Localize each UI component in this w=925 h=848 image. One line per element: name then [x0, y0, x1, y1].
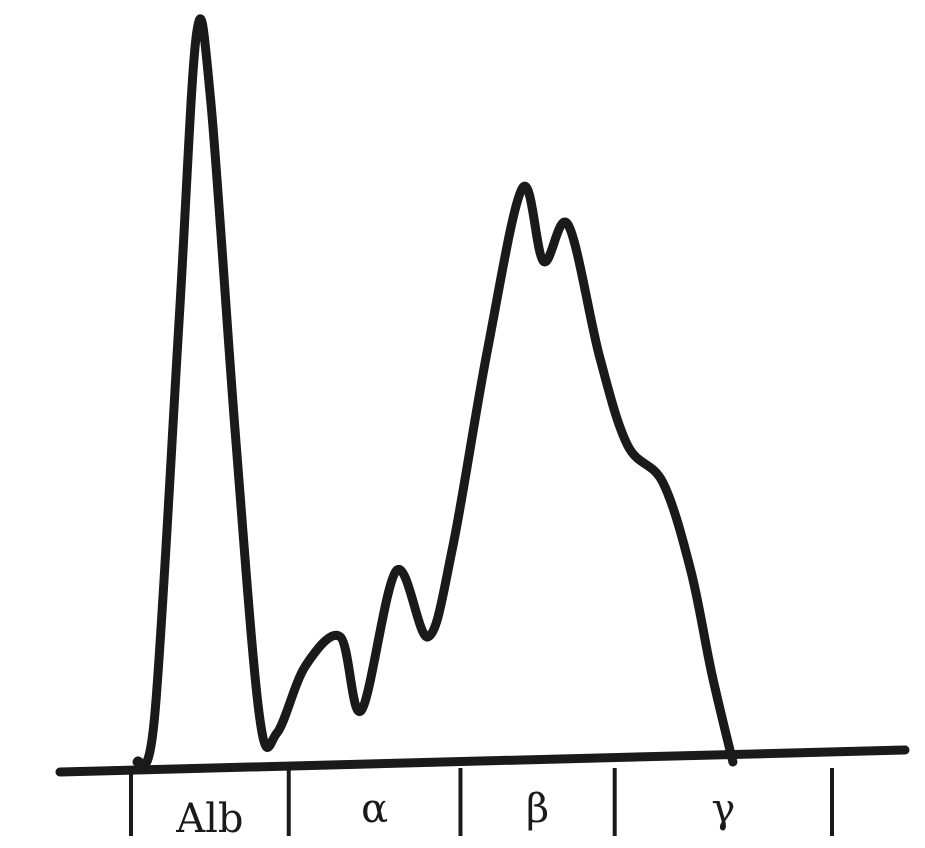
- region-label: γ: [711, 786, 735, 832]
- region-labels: Alb α β γ: [175, 786, 735, 842]
- region-boundary-ticks: [129, 768, 834, 836]
- region-label: Alb: [175, 796, 243, 842]
- baseline-axis: [55, 745, 910, 777]
- region-label: α: [361, 786, 388, 832]
- densitometry-trace: [132, 14, 738, 770]
- region-label: β: [526, 786, 549, 832]
